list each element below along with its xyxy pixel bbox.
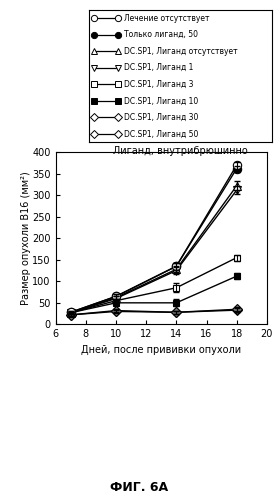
Text: Лиганд, внутрибрюшинно: Лиганд, внутрибрюшинно [113, 146, 248, 156]
Text: DC.SP1, Лиганд 3: DC.SP1, Лиганд 3 [124, 80, 193, 89]
Y-axis label: Размер опухоли B16 (мм²): Размер опухоли B16 (мм²) [21, 171, 31, 305]
Text: DC.SP1, Лиганд отсутствует: DC.SP1, Лиганд отсутствует [124, 47, 237, 56]
X-axis label: Дней, после прививки опухоли: Дней, после прививки опухоли [81, 345, 241, 355]
Text: Лечение отсутствует: Лечение отсутствует [124, 14, 209, 23]
Text: DC.SP1, Лиганд 30: DC.SP1, Лиганд 30 [124, 113, 198, 122]
Text: DC.SP1, Лиганд 10: DC.SP1, Лиганд 10 [124, 96, 198, 105]
Text: ФИГ. 6А: ФИГ. 6А [110, 481, 168, 494]
Text: DC.SP1, Лиганд 1: DC.SP1, Лиганд 1 [124, 63, 193, 72]
Text: DC.SP1, Лиганд 50: DC.SP1, Лиганд 50 [124, 129, 198, 138]
Text: Только лиганд, 50: Только лиганд, 50 [124, 30, 198, 39]
